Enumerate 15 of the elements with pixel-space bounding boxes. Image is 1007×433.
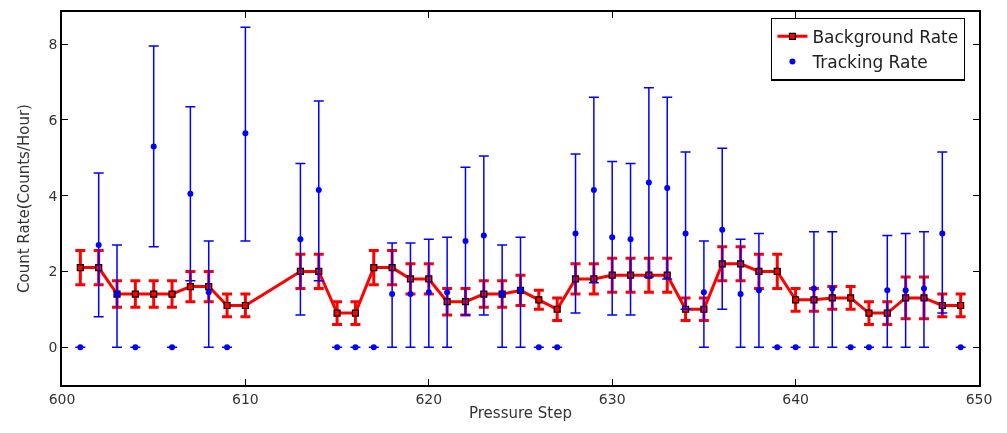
- x-axis-title: Pressure Step: [469, 404, 572, 423]
- y-tick-label: 0: [48, 339, 58, 356]
- x-tick-label: 640: [782, 390, 809, 407]
- y-tick-label: 2: [48, 263, 58, 280]
- y-tick-label: 6: [48, 111, 58, 128]
- x-tick-label: 620: [415, 390, 443, 407]
- x-tick-label: 630: [598, 390, 626, 407]
- x-tick-label: 600: [48, 390, 76, 407]
- y-tick-label: 4: [48, 187, 58, 204]
- x-tick-label: 650: [965, 390, 993, 407]
- y-tick-label: 8: [48, 36, 58, 53]
- legend-label: Tracking Rate: [811, 52, 928, 73]
- legend-label: Background Rate: [812, 26, 959, 47]
- y-axis-title: Count Rate(Counts/Hour): [15, 104, 34, 293]
- x-tick-label: 610: [232, 390, 259, 407]
